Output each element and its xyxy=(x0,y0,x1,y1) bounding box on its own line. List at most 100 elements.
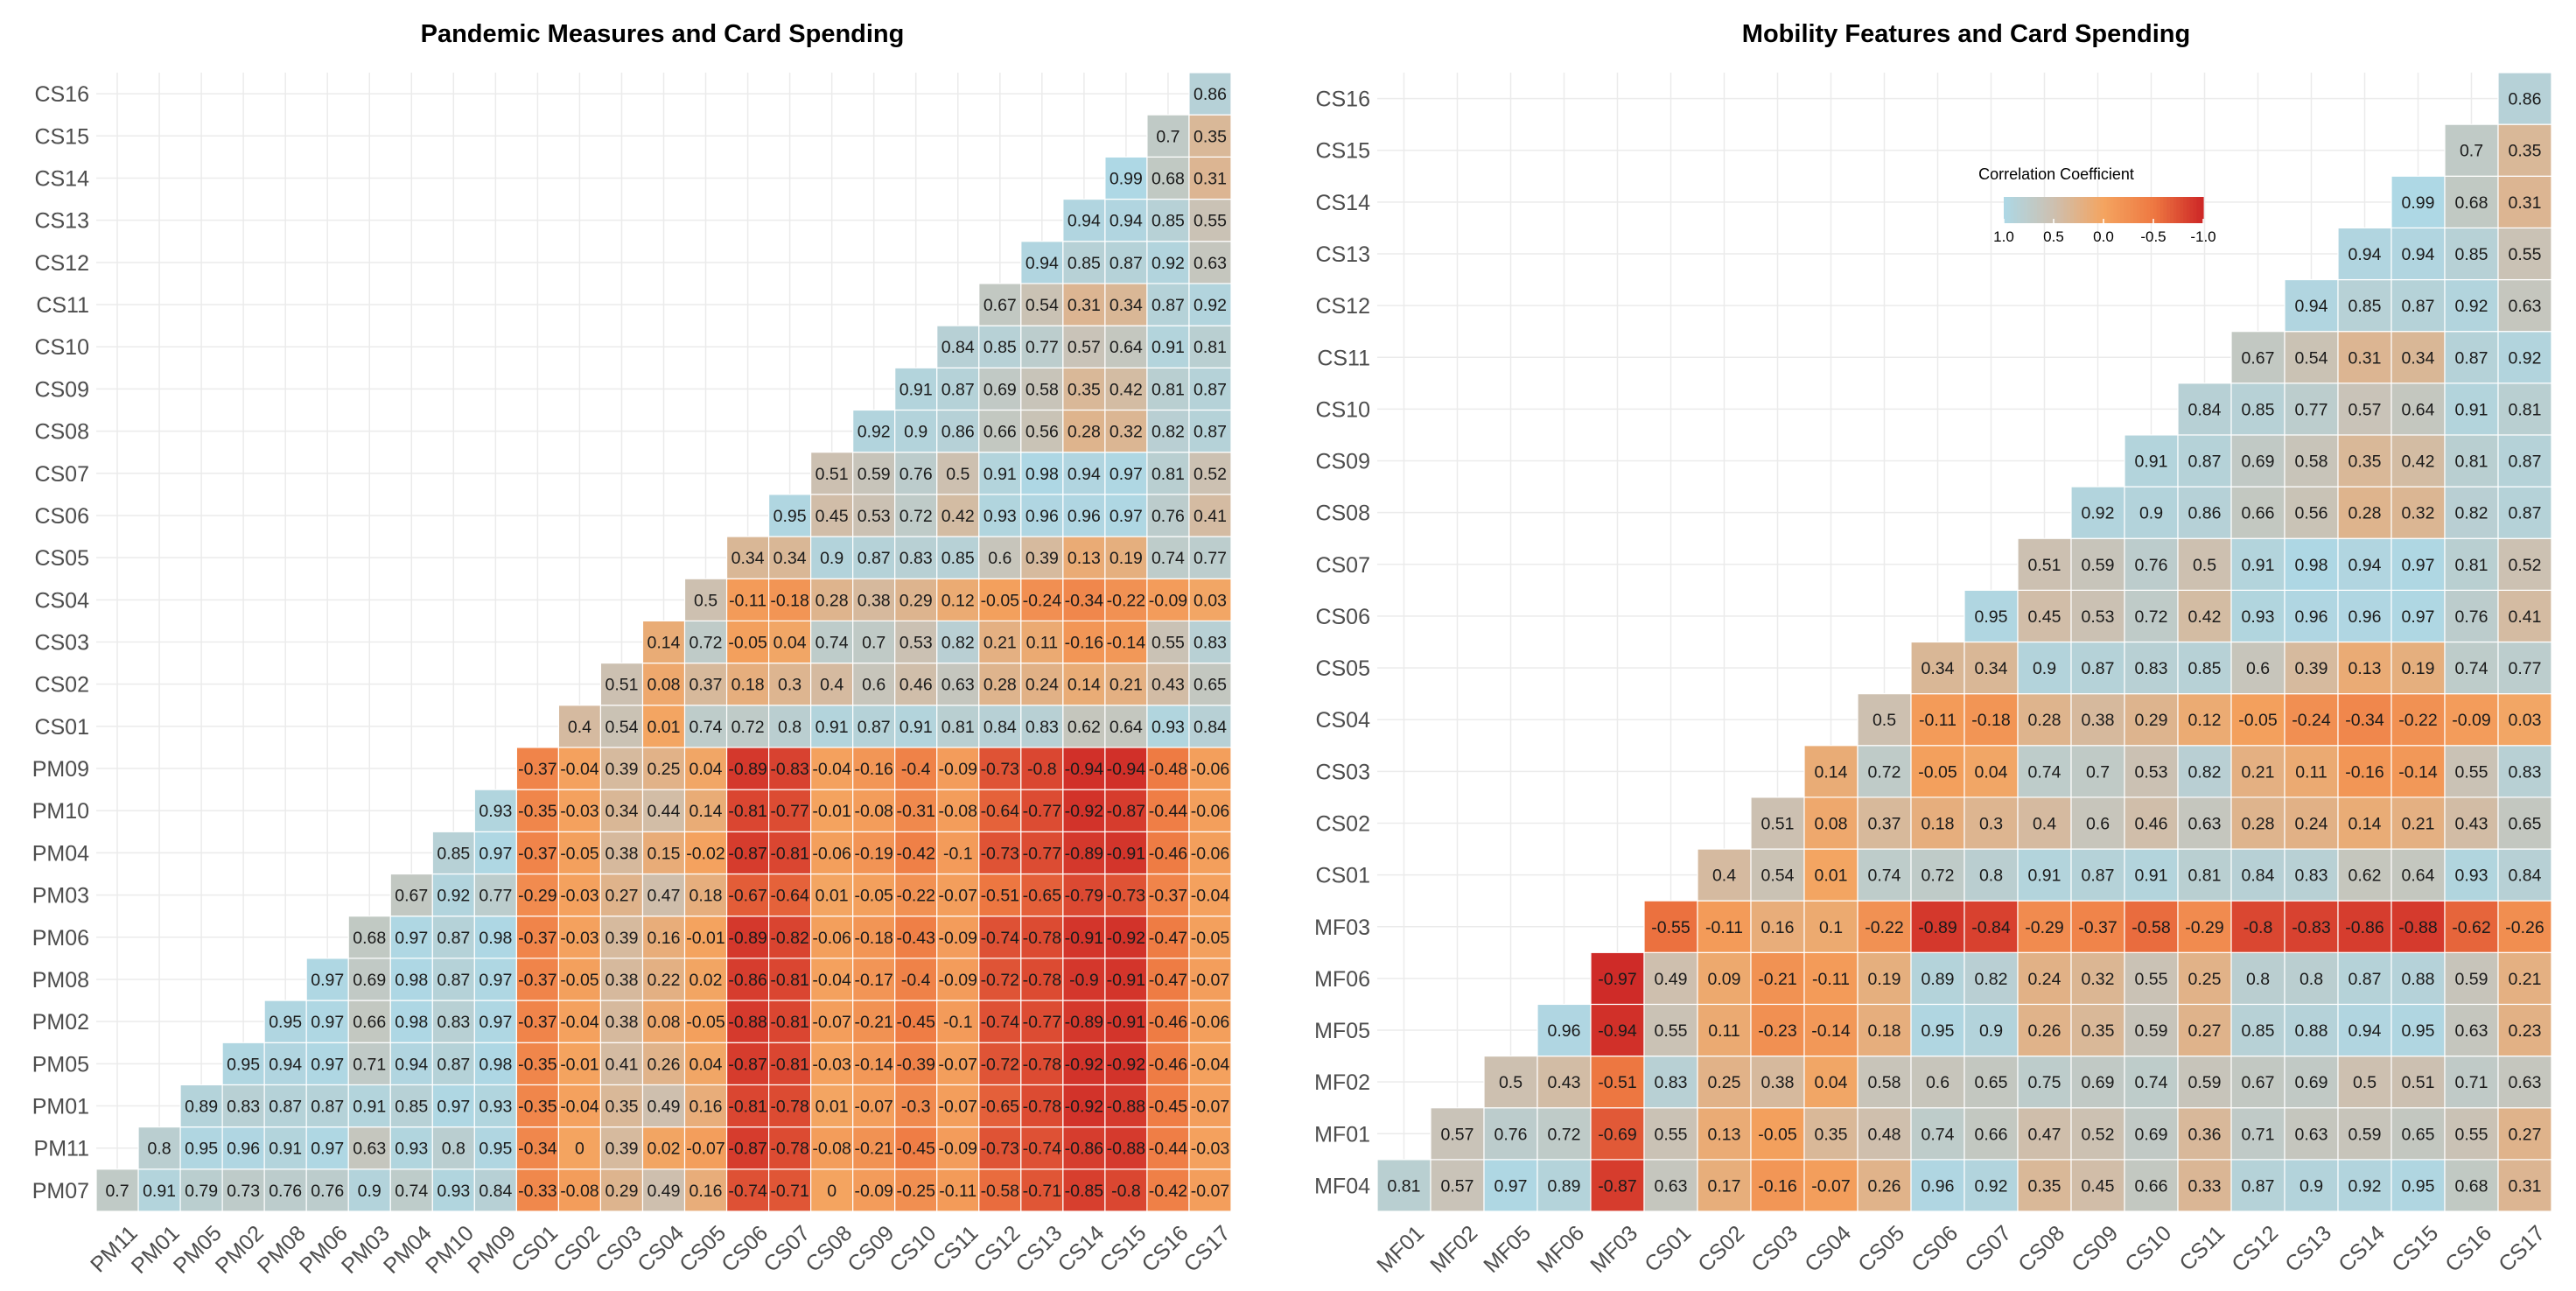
panel-title: Mobility Features and Card Spending xyxy=(1742,20,2190,48)
heatmap-cell xyxy=(1062,620,1106,664)
heatmap-cell xyxy=(1188,662,1232,706)
cell-value-label: -0.74 xyxy=(1023,1140,1062,1159)
heatmap-cell xyxy=(473,789,517,832)
colorbar-segment xyxy=(2004,197,2008,223)
y-tick-label: PM07 xyxy=(32,1179,89,1203)
cell-value-label: 0.15 xyxy=(648,844,681,863)
heatmap-cell xyxy=(179,1168,223,1212)
cell-value-label: 0 xyxy=(827,1182,836,1201)
colorbar-segment xyxy=(2093,197,2097,223)
heatmap-cell xyxy=(1697,900,1752,953)
heatmap-cell xyxy=(2177,900,2232,953)
cell-value-label: -0.8 xyxy=(1027,760,1057,779)
cell-value-label: 0.28 xyxy=(816,591,849,610)
y-axis-labels: MF04 MF01 MF02 MF05 MF06 MF03 CS01 CS02 CS03 CS04… xyxy=(1314,88,1370,1199)
cell-value-label: -0.43 xyxy=(896,929,934,948)
y-tick-label: CS04 xyxy=(34,588,89,613)
y-tick-label: MF06 xyxy=(1314,967,1370,992)
cell-value-label: -0.18 xyxy=(1971,711,2010,730)
heatmap-cell xyxy=(683,1000,728,1043)
cell-value-label: 0.85 xyxy=(395,1098,428,1117)
cell-value-label: 0.32 xyxy=(2082,970,2115,989)
heatmap-cell xyxy=(2017,796,2072,850)
heatmap-cell xyxy=(810,536,854,579)
colorbar-tick-label: 0.0 xyxy=(2093,228,2114,245)
cell-value-label: 0.08 xyxy=(1815,814,1848,833)
cell-value-label: 0.28 xyxy=(2242,814,2275,833)
cell-value-label: 0.01 xyxy=(1815,867,1848,886)
heatmap-cell xyxy=(2497,278,2552,333)
heatmap-cell xyxy=(2230,331,2286,384)
cell-value-label: 0.03 xyxy=(1194,591,1227,610)
y-tick-label: CS16 xyxy=(1315,88,1370,112)
cell-value-label: 0.34 xyxy=(2402,348,2435,368)
cell-value-label: 0.28 xyxy=(2348,504,2382,523)
heatmap-cell xyxy=(894,705,938,748)
heatmap-cell xyxy=(2284,382,2339,436)
cell-value-label: -0.46 xyxy=(1149,1013,1187,1032)
cell-value-label: 0.85 xyxy=(2348,297,2382,316)
cell-value-label: 0.41 xyxy=(1194,507,1227,526)
heatmap-cell xyxy=(936,662,980,706)
cell-value-label: 0.84 xyxy=(479,1182,512,1201)
cell-value-label: 0.95 xyxy=(227,1055,260,1074)
heatmap-cell xyxy=(2390,1055,2446,1109)
cell-value-label: -0.05 xyxy=(1191,929,1230,948)
cell-value-label: -0.91 xyxy=(1065,929,1103,948)
heatmap-cell xyxy=(2444,900,2499,953)
heatmap-cell xyxy=(1020,789,1064,832)
cell-value-label: 0.72 xyxy=(1868,762,1901,782)
heatmap-cell xyxy=(1020,452,1064,495)
cell-value-label: -0.91 xyxy=(1107,844,1145,863)
heatmap-cell xyxy=(2390,1107,2446,1161)
heatmap-cell xyxy=(1803,796,1858,850)
cell-value-label: -0.88 xyxy=(1107,1140,1145,1159)
cell-value-label: -0.94 xyxy=(1065,760,1104,779)
heatmap-cell xyxy=(557,1042,602,1086)
heatmap-cell xyxy=(1750,1159,1805,1212)
heatmap-cell xyxy=(1146,747,1190,790)
heatmap-cell xyxy=(2124,900,2179,953)
cell-value-label: 0.74 xyxy=(2135,1073,2168,1092)
heatmap-cell xyxy=(1188,283,1232,326)
heatmap-cell xyxy=(1590,1003,1645,1057)
heatmap-cell xyxy=(557,916,602,959)
cell-value-label: -0.22 xyxy=(2398,711,2437,730)
heatmap-cell xyxy=(557,1084,602,1128)
heatmap-cell xyxy=(2497,434,2552,488)
cell-value-label: -0.92 xyxy=(1107,1055,1145,1074)
cell-value-label: 0.69 xyxy=(2135,1125,2168,1144)
heatmap-cell xyxy=(936,620,980,664)
y-tick-label: CS10 xyxy=(34,335,89,360)
y-tick-label: PM11 xyxy=(34,1137,89,1161)
cell-value-label: -0.92 xyxy=(1065,1098,1103,1117)
y-tick-label: CS13 xyxy=(1315,242,1370,267)
heatmap-cell xyxy=(2284,1107,2339,1161)
cell-value-label: 0.54 xyxy=(2295,348,2328,368)
cell-value-label: 0.91 xyxy=(984,465,1017,484)
cell-value-label: -0.73 xyxy=(981,844,1019,863)
heatmap-cell xyxy=(1590,1159,1645,1212)
cell-value-label: 0.87 xyxy=(2082,659,2115,678)
cell-value-label: 0.83 xyxy=(2135,659,2168,678)
cell-value-label: 0.92 xyxy=(1194,296,1227,315)
cell-value-label: 0.12 xyxy=(2188,711,2222,730)
cell-value-label: 0.46 xyxy=(2135,814,2168,833)
cell-value-label: 0.42 xyxy=(942,507,975,526)
cell-value-label: -0.69 xyxy=(1598,1125,1636,1144)
y-tick-label: PM04 xyxy=(32,841,89,866)
cell-value-label: 0.74 xyxy=(816,634,849,653)
heatmap-cell xyxy=(767,873,812,917)
cell-value-label: 0.38 xyxy=(1761,1073,1795,1092)
heatmap-cell xyxy=(2390,589,2446,643)
heatmap-cell xyxy=(2284,745,2339,798)
y-tick-label: CS07 xyxy=(34,462,89,487)
heatmap-cell xyxy=(936,409,980,453)
heatmap-cell xyxy=(473,1168,517,1212)
heatmap-cell xyxy=(2124,1003,2179,1057)
cell-value-label: 0.97 xyxy=(1494,1176,1528,1196)
cell-value-label: -0.04 xyxy=(1191,1055,1230,1074)
colorbar-segment xyxy=(2063,197,2068,223)
cell-value-label: 0.85 xyxy=(1068,254,1101,273)
y-tick-label: CS15 xyxy=(1315,139,1370,164)
